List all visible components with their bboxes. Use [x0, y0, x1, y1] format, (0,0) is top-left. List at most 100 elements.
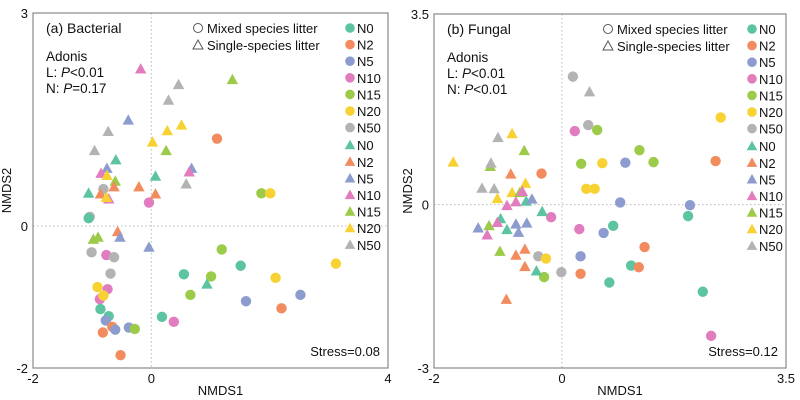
legend-circle-n20-icon — [747, 107, 757, 117]
adonis-heading: Adonis — [46, 49, 88, 64]
legend-circle-n2-icon — [345, 39, 355, 50]
legend-triangle-n10-icon — [746, 190, 758, 201]
legend-triangle-n10-icon — [344, 189, 356, 200]
adonis-l-stat: L: P<0.01 — [46, 65, 104, 80]
adonis-l-prefix: L: — [447, 66, 462, 81]
point-circle-n15 — [256, 188, 267, 199]
legend-circle-n0-label: N0 — [357, 21, 374, 36]
legend-triangle-n5-label: N5 — [759, 172, 776, 187]
point-triangle-n5 — [510, 218, 522, 229]
point-circle-n20 — [265, 188, 276, 199]
point-circle-n2 — [633, 262, 644, 273]
legend-circle-n10-icon — [345, 73, 355, 83]
point-circle-n5 — [110, 324, 121, 335]
point-triangle-n20 — [519, 177, 532, 188]
point-triangle-n20 — [101, 169, 113, 181]
legend-circle-n20-label: N20 — [357, 104, 381, 119]
x-tick-label: 0 — [558, 371, 565, 386]
legend-circle-n20-icon — [345, 106, 355, 116]
legend-mixed-icon — [193, 23, 203, 33]
point-triangle-n15 — [160, 144, 172, 156]
point-triangle-n10 — [481, 229, 493, 240]
point-circle-n10 — [574, 223, 585, 235]
point-triangle-n2 — [133, 181, 145, 192]
legend-triangle-n15-icon — [344, 206, 356, 216]
point-circle-n50 — [105, 268, 116, 279]
legend-circle-n0-label: N0 — [759, 22, 776, 37]
legend-triangle-n5-icon — [746, 173, 758, 184]
legend-triangle-n20-label: N20 — [357, 221, 381, 236]
point-triangle-n50 — [180, 178, 192, 189]
point-triangle-n0 — [530, 265, 543, 276]
data-points — [447, 71, 726, 342]
point-circle-n15 — [205, 271, 217, 282]
legend-circle-n5-icon — [345, 56, 355, 66]
point-circle-n2 — [536, 168, 547, 179]
plot-frame — [32, 12, 389, 369]
legend: Mixed species litter Single-species litte… — [602, 22, 783, 254]
point-circle-n2 — [575, 268, 586, 279]
legend-triangle-n10-label: N10 — [357, 188, 381, 203]
adonis-n-value: =0.17 — [72, 81, 106, 96]
point-triangle-n15 — [518, 144, 530, 156]
legend-triangle-n2-label: N2 — [759, 156, 776, 171]
legend-triangle-n10-label: N10 — [759, 189, 783, 204]
legend-triangle-n2-icon — [746, 157, 758, 167]
point-circle-n5 — [100, 315, 111, 326]
point-circle-n0 — [604, 277, 615, 288]
point-triangle-n20 — [447, 156, 459, 167]
legend-circle-n15-icon — [747, 90, 757, 101]
legend-triangle-n50-label: N50 — [759, 239, 783, 254]
legend-circle-n15-icon — [345, 89, 355, 100]
legend-circle-n50-label: N50 — [759, 122, 783, 137]
point-triangle-n2 — [505, 168, 517, 179]
point-circle-n0 — [95, 303, 106, 315]
x-tick-label: 4 — [384, 371, 391, 386]
point-circle-n5 — [684, 199, 696, 211]
point-circle-n0 — [156, 311, 168, 323]
point-triangle-n50 — [583, 85, 596, 97]
point-circle-n0 — [682, 210, 694, 222]
point-circle-n2 — [710, 155, 721, 167]
stress-value: Stress=0.12 — [708, 344, 778, 359]
x-tick-label: 0 — [148, 371, 155, 386]
legend-circle-n10-icon — [747, 74, 757, 84]
legend-triangle-n20-label: N20 — [759, 222, 783, 237]
point-triangle-n50 — [88, 144, 101, 156]
point-triangle-n10 — [491, 216, 504, 228]
adonis-n-p: P — [63, 81, 72, 96]
point-triangle-n20 — [506, 127, 518, 139]
point-circle-n2 — [276, 303, 287, 314]
legend-circle-n2-icon — [747, 40, 757, 51]
point-circle-n15 — [216, 244, 227, 255]
legend-triangle-n15-label: N15 — [759, 206, 783, 221]
point-triangle-n5 — [101, 162, 113, 173]
adonis-n-value: <0.01 — [473, 82, 507, 97]
point-triangle-n0 — [201, 278, 213, 289]
point-circle-n2 — [211, 133, 223, 144]
point-triangle-n5 — [143, 241, 155, 252]
point-circle-n50 — [108, 252, 120, 263]
point-circle-n2 — [639, 241, 650, 253]
legend-triangle-n20-icon — [746, 223, 758, 234]
point-triangle-n50 — [102, 125, 114, 137]
legend-circle-n0-icon — [345, 23, 355, 33]
legend-circle-n15-label: N15 — [357, 87, 381, 102]
point-triangle-n50 — [172, 78, 185, 90]
point-triangle-n0 — [501, 223, 513, 235]
point-circle-n10 — [168, 316, 180, 328]
point-triangle-n10 — [516, 185, 529, 196]
legend-circle-n2-label: N2 — [357, 38, 374, 53]
legend-triangle-n20-icon — [344, 222, 356, 233]
legend-triangle-n0-label: N0 — [759, 139, 776, 154]
plot-frame — [433, 13, 787, 369]
point-circle-n0 — [178, 269, 190, 280]
point-triangle-n50 — [162, 94, 175, 105]
legend-triangle-n2-icon — [344, 156, 356, 166]
adonis-n-prefix: N: — [46, 81, 63, 96]
point-circle-n10 — [569, 125, 580, 137]
y-axis-label: NMDS2 — [400, 168, 415, 214]
point-triangle-n5 — [526, 193, 538, 204]
legend-single-label: Single-species litter — [207, 38, 320, 53]
legend-triangle-n50-label: N50 — [357, 238, 381, 253]
